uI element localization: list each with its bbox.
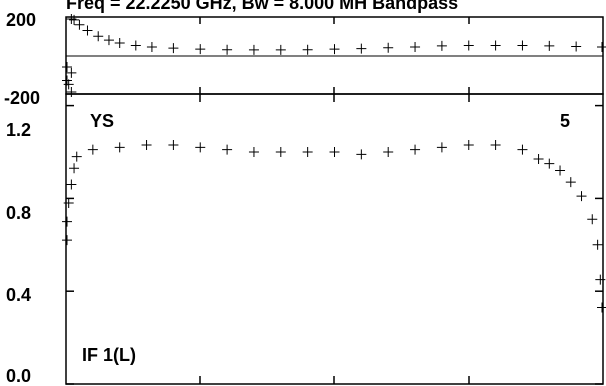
phase-point (248, 44, 259, 55)
amplitude-point (329, 147, 340, 157)
amplitude-point (463, 140, 474, 151)
amplitude-panel-frame (65, 93, 604, 385)
amplitude-point (63, 198, 74, 209)
phase-point (66, 14, 77, 24)
amplitude-point (71, 151, 82, 162)
phase-point (436, 40, 447, 51)
amplitude-point (62, 216, 72, 227)
phase-point (74, 19, 85, 30)
phase-point (383, 42, 394, 53)
phase-point (329, 44, 340, 55)
phase-point (410, 42, 421, 53)
amplitude-points (62, 140, 606, 313)
amplitude-point (248, 147, 259, 157)
phase-point (66, 67, 77, 78)
phase-point (275, 44, 286, 55)
phase-point (63, 79, 74, 90)
phase-point (517, 40, 528, 51)
amplitude-point (383, 147, 394, 157)
amplitude-point (595, 274, 606, 285)
phase-point (222, 44, 233, 55)
amplitude-point (87, 144, 98, 155)
phase-points (62, 14, 606, 97)
amplitude-point (592, 239, 603, 250)
amplitude-point (168, 140, 179, 151)
chart-title: Freq = 22.2250 GHz, Bw = 8.000 MH Bandpa… (66, 0, 458, 13)
phase-point (302, 44, 313, 55)
phase-x-ticks (199, 17, 470, 94)
panel-number-label: 5 (560, 111, 570, 131)
amplitude-point (410, 144, 421, 155)
antenna-label: YS (90, 111, 114, 131)
amplitude-point (576, 191, 587, 202)
phase-point (463, 40, 474, 51)
amplitude-point (597, 302, 606, 313)
amplitude-point (517, 144, 528, 155)
phase-point (356, 43, 367, 54)
amplitude-point (565, 177, 576, 188)
phase-point (544, 40, 555, 51)
phase-point (62, 75, 72, 86)
phase-point (571, 41, 582, 52)
amplitude-point (436, 142, 447, 153)
amplitude-point (275, 147, 286, 157)
phase-point (103, 35, 114, 46)
amplitude-point (555, 165, 566, 176)
phase-point (66, 87, 77, 97)
amplitude-point (62, 235, 72, 246)
amplitude-point (222, 144, 233, 155)
phase-point (82, 25, 93, 36)
amplitude-point (195, 142, 206, 153)
amplitude-point (587, 214, 598, 225)
phase-point (114, 37, 125, 48)
amplitude-point (114, 142, 125, 153)
phase-point (93, 31, 104, 42)
phase-ytick-label-200: 200 (6, 10, 36, 30)
amp-ytick-label-0.0: 0.0 (6, 366, 31, 386)
amplitude-y-ticks (66, 104, 603, 385)
amplitude-point (490, 140, 501, 151)
amp-ytick-label-0.4: 0.4 (6, 285, 31, 305)
if-label: IF 1(L) (82, 345, 136, 365)
amplitude-point (533, 153, 544, 164)
phase-ytick-label-neg200: -200 (4, 88, 40, 108)
phase-point (146, 42, 157, 53)
phase-point (490, 40, 501, 51)
amp-ytick-label-1.2: 1.2 (6, 120, 31, 140)
amplitude-point (141, 140, 152, 151)
amplitude-x-ticks (199, 94, 470, 384)
amplitude-point (69, 163, 80, 174)
phase-point (130, 40, 141, 51)
amplitude-point (302, 147, 313, 157)
phase-point (597, 42, 606, 53)
phase-point (69, 14, 80, 25)
phase-point (62, 62, 72, 73)
phase-point (168, 43, 179, 54)
amplitude-point (356, 149, 367, 160)
amplitude-point (544, 158, 555, 169)
amplitude-point (66, 179, 77, 190)
phase-point (195, 44, 206, 55)
amp-ytick-label-0.8: 0.8 (6, 203, 31, 223)
